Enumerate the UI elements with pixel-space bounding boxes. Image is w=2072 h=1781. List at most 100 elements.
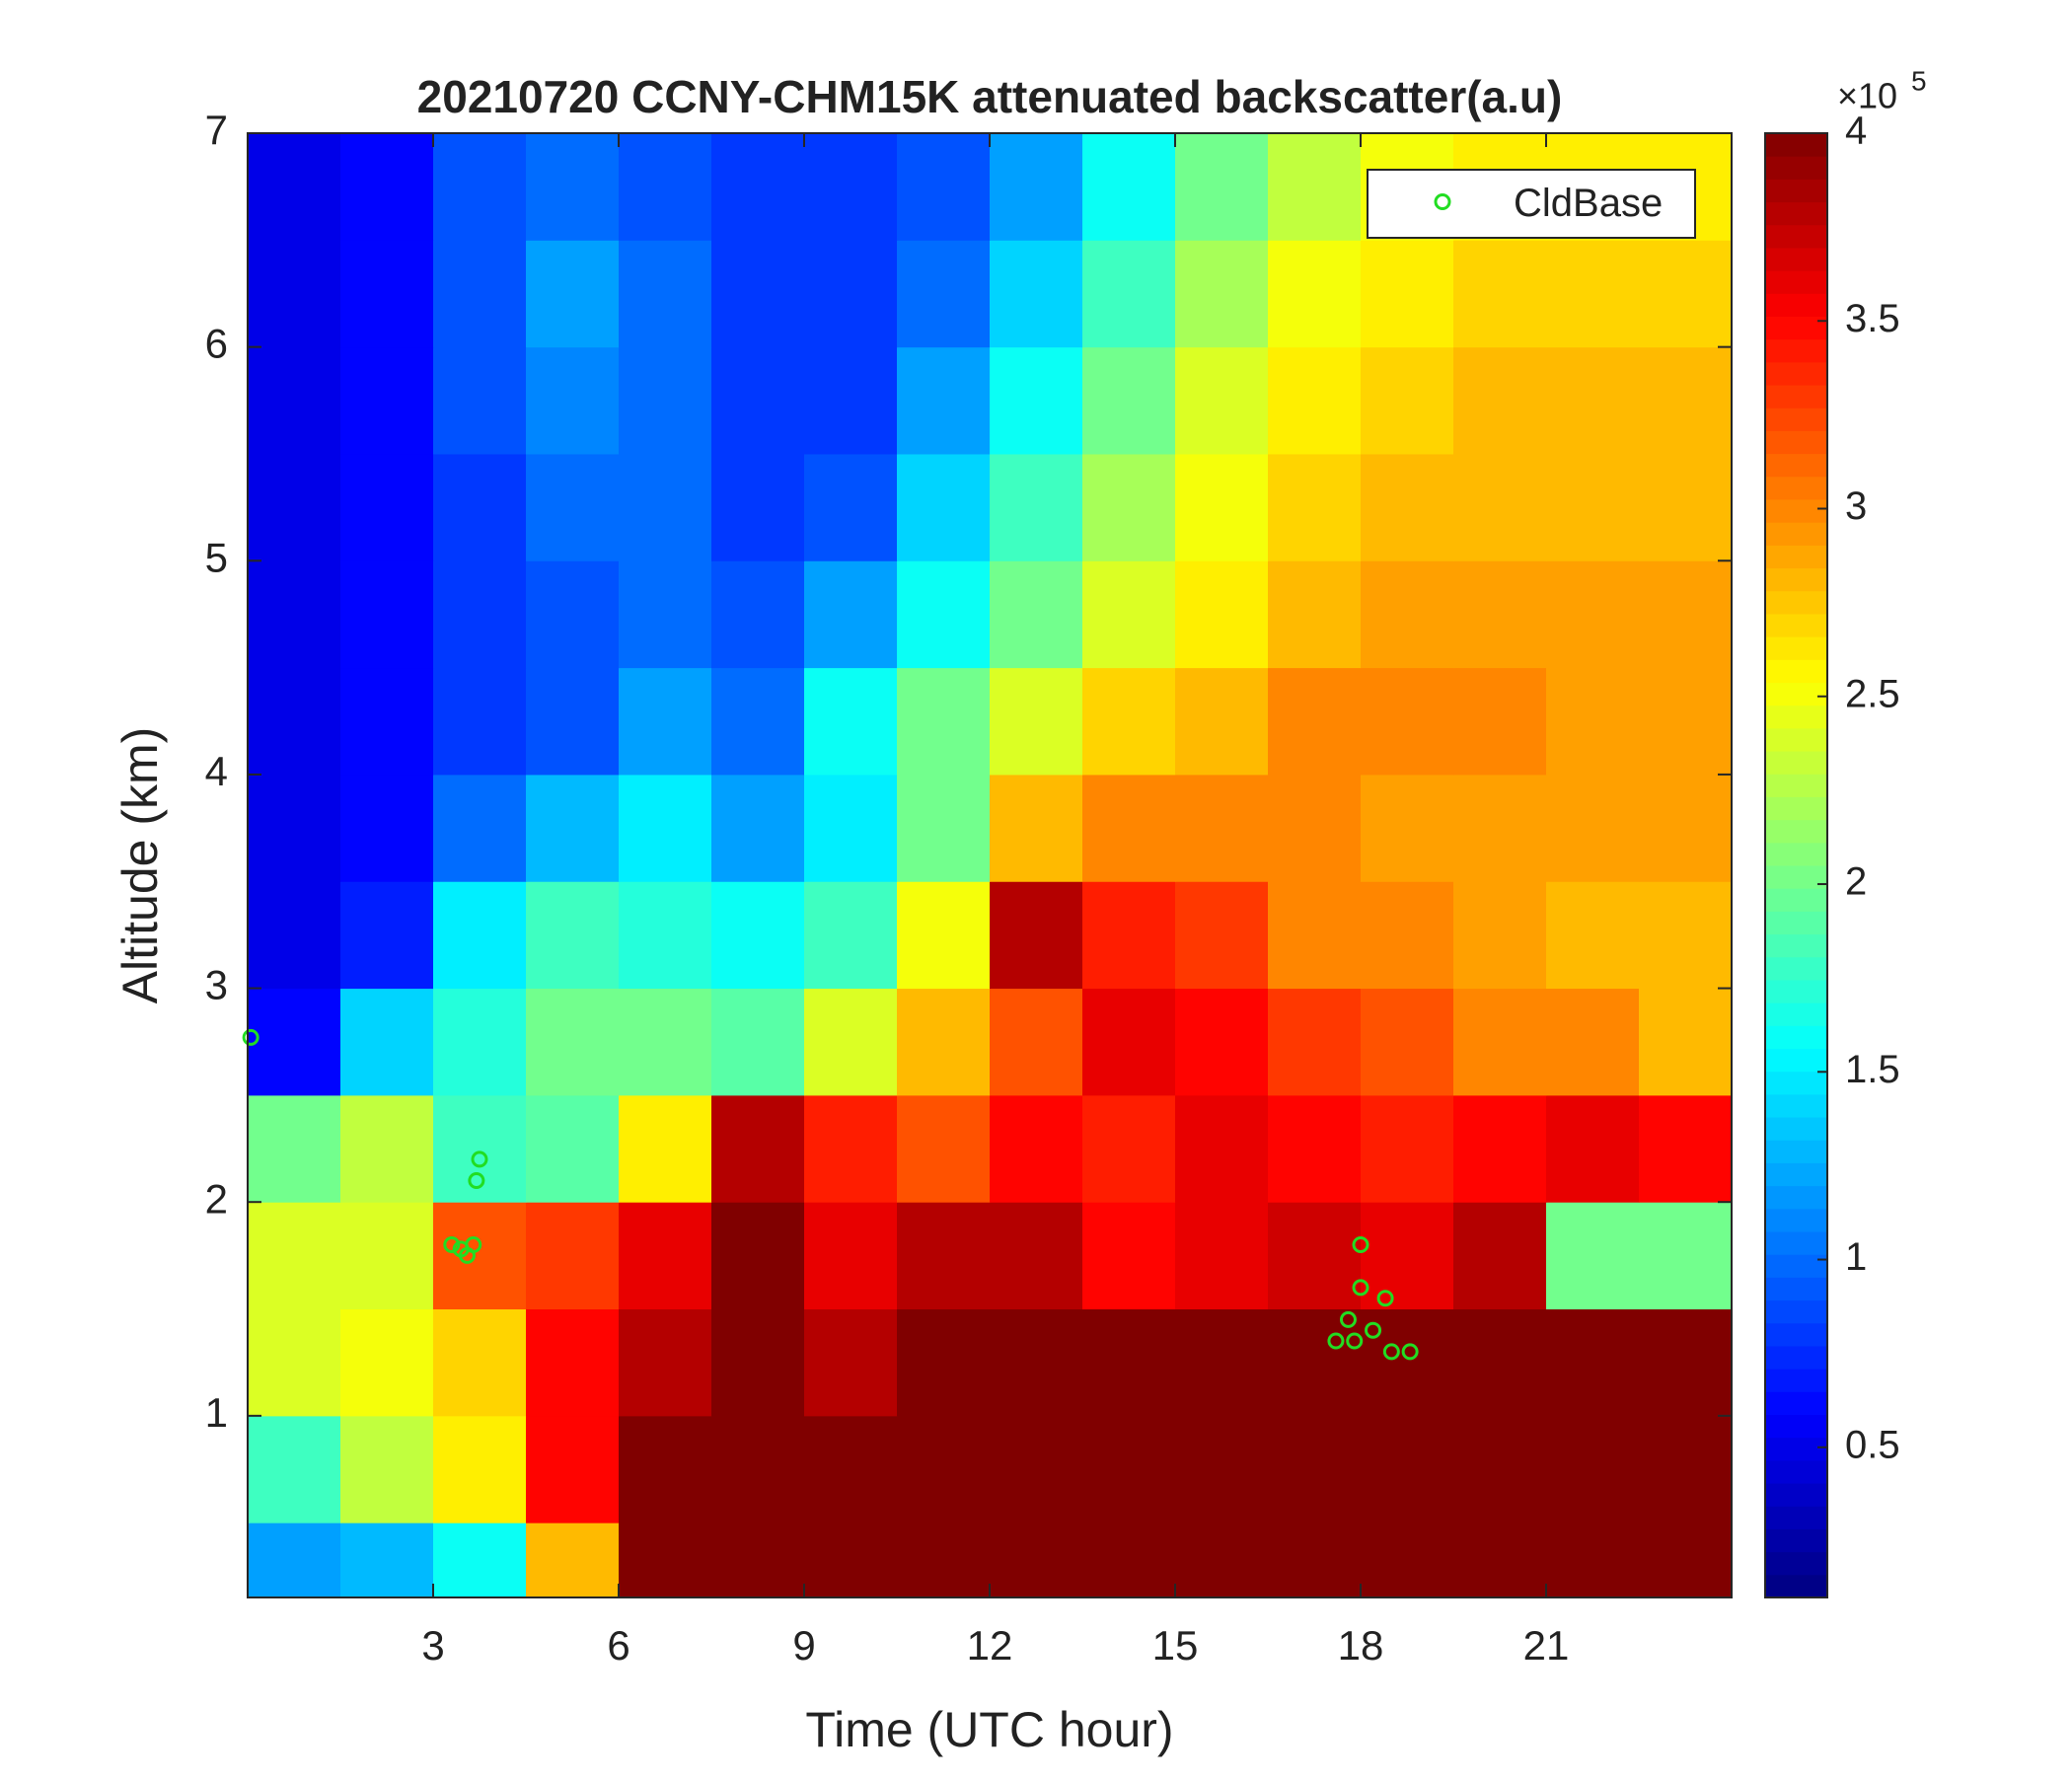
colorbar-segment	[1765, 1506, 1827, 1529]
heatmap-cell	[340, 988, 434, 1096]
heatmap-cell	[1268, 560, 1362, 669]
heatmap-cell	[248, 1522, 341, 1598]
colorbar-segment	[1765, 293, 1827, 317]
heatmap-cell	[619, 346, 712, 455]
heatmap-cell	[711, 133, 805, 241]
heatmap-cell	[1175, 1308, 1269, 1417]
heatmap-cell	[990, 240, 1083, 348]
colorbar-segment	[1765, 1369, 1827, 1392]
heatmap-cell	[433, 133, 527, 241]
heatmap-cell	[1546, 1308, 1640, 1417]
heatmap-cell	[1453, 1202, 1547, 1310]
heatmap-cell	[897, 774, 991, 882]
heatmap-cell	[340, 1094, 434, 1203]
heatmap-cell	[1268, 1522, 1362, 1598]
heatmap-cell	[619, 1415, 712, 1523]
heatmap-cell	[897, 881, 991, 990]
heatmap-cell	[897, 988, 991, 1096]
heatmap-cell	[804, 1202, 898, 1310]
heatmap-cell	[990, 453, 1083, 561]
heatmap-cell	[1175, 667, 1269, 776]
heatmap-cell	[990, 346, 1083, 455]
heatmap-cell	[990, 988, 1083, 1096]
colorbar-segment	[1765, 270, 1827, 294]
colorbar-tick-label: 4	[1845, 110, 1867, 153]
colorbar-segment	[1765, 796, 1827, 821]
colorbar-segment	[1765, 956, 1827, 981]
colorbar-segment	[1765, 430, 1827, 455]
colorbar-segment	[1765, 1483, 1827, 1507]
heatmap-cell	[619, 1522, 712, 1598]
colorbar-segment	[1765, 1093, 1827, 1118]
colorbar-segment	[1765, 179, 1827, 203]
heatmap-cell	[433, 1415, 527, 1523]
heatmap-cell	[1639, 1415, 1733, 1523]
colorbar-segment	[1765, 1162, 1827, 1187]
cloud-base-point	[1352, 1236, 1369, 1254]
heatmap-cell	[433, 560, 527, 669]
colorbar-segment	[1765, 408, 1827, 431]
heatmap-cell	[1453, 1094, 1547, 1203]
heatmap-cell	[619, 1202, 712, 1310]
heatmap-cell	[1453, 1522, 1547, 1598]
heatmap-cell	[804, 881, 898, 990]
heatmap-cell	[1082, 1202, 1176, 1310]
heatmap-cell	[897, 1415, 991, 1523]
heatmap-cell	[1639, 988, 1733, 1096]
heatmap-cell	[804, 346, 898, 455]
colorbar-segment	[1765, 1048, 1827, 1073]
heatmap-cell	[619, 667, 712, 776]
heatmap-cell	[711, 774, 805, 882]
heatmap-cell	[1546, 881, 1640, 990]
colorbar-segment	[1765, 1117, 1827, 1141]
cloud-base-point	[1352, 1279, 1369, 1297]
heatmap-cell	[619, 988, 712, 1096]
colorbar-segment	[1765, 361, 1827, 386]
heatmap-cell	[990, 881, 1083, 990]
heatmap-cell	[990, 1308, 1083, 1417]
y-tick-label: 3	[205, 962, 228, 1008]
colorbar-segment	[1765, 865, 1827, 889]
heatmap-cell	[1175, 881, 1269, 990]
heatmap-cell	[804, 774, 898, 882]
colorbar-segment	[1765, 1185, 1827, 1210]
heatmap-cell	[1639, 881, 1733, 990]
heatmap-cell	[433, 1094, 527, 1203]
colorbar-segment	[1765, 727, 1827, 752]
heatmap-cell	[340, 240, 434, 348]
colorbar-segment	[1765, 636, 1827, 660]
heatmap-cell	[619, 774, 712, 882]
heatmap-cell	[340, 346, 434, 455]
heatmap-cell	[711, 1415, 805, 1523]
heatmap-cell	[1639, 346, 1733, 455]
heatmap-cell	[711, 1094, 805, 1203]
heatmap-cell	[1082, 667, 1176, 776]
heatmap-cell	[1639, 453, 1733, 561]
heatmap-cell	[248, 560, 341, 669]
heatmap-cell	[248, 881, 341, 990]
heatmap-cell	[1546, 240, 1640, 348]
colorbar-tick-label: 1	[1845, 1235, 1867, 1279]
colorbar-segment	[1765, 156, 1827, 180]
heatmap-cell	[1639, 1202, 1733, 1310]
heatmap-cell	[711, 988, 805, 1096]
heatmap-cell	[1361, 988, 1454, 1096]
cloud-base-point	[1365, 1321, 1382, 1339]
heatmap-cell	[1268, 453, 1362, 561]
colorbar-segment	[1765, 1459, 1827, 1484]
heatmap-cell	[711, 240, 805, 348]
heatmap-cell	[1546, 988, 1640, 1096]
colorbar-segment	[1765, 316, 1827, 340]
colorbar-segment	[1765, 774, 1827, 797]
heatmap-cell	[1546, 667, 1640, 776]
heatmap-cell	[1082, 1415, 1176, 1523]
heatmap-cell	[1082, 453, 1176, 561]
colorbar-segment	[1765, 133, 1827, 157]
colorbar-tick-label: 0.5	[1845, 1423, 1900, 1466]
heatmap-cell	[1361, 346, 1454, 455]
heatmap-cell	[248, 240, 341, 348]
heatmap-cell	[1639, 1308, 1733, 1417]
colorbar-tick-label: 2	[1845, 860, 1867, 904]
colorbar-segment	[1765, 224, 1827, 249]
